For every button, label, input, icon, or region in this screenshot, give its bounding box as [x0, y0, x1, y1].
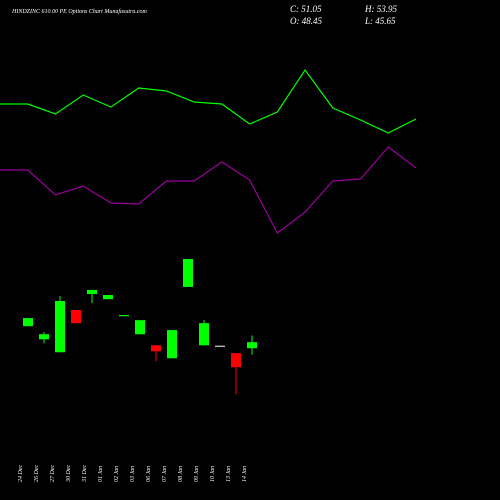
x-tick-label: 08 Jan	[178, 466, 184, 482]
candle-body	[87, 289, 97, 295]
candle-body	[135, 320, 145, 335]
line-series	[0, 68, 417, 134]
x-tick-label: 06 Jan	[146, 466, 152, 482]
stat-low: L: 45.65	[364, 16, 396, 26]
stat-close: C: 51.05	[290, 4, 322, 14]
x-tick-label: 03 Jan	[130, 466, 136, 482]
candle-body	[231, 353, 241, 368]
x-tick-label: 14 Jan	[241, 466, 248, 482]
candle-body	[55, 301, 65, 353]
x-tick-label: 27 Dec	[50, 465, 56, 482]
x-tick-label: 01 Jan	[98, 466, 104, 482]
x-tick-label: 31 Dec	[82, 465, 88, 483]
x-tick-label: 10 Jan	[210, 466, 216, 482]
x-tick-label: 07 Jan	[162, 466, 168, 482]
chart-title: HINDZINC 610.00 PE Options Chart Munafas…	[11, 8, 148, 15]
x-tick-label: 02 Jan	[114, 466, 120, 482]
stat-high: H: 53.95	[364, 4, 397, 14]
x-tick-label: 13 Jan	[226, 466, 232, 482]
candle-body	[23, 318, 33, 327]
candle-body	[247, 342, 257, 349]
x-tick-label: 09 Jan	[194, 466, 200, 482]
stat-open: O: 48.45	[290, 16, 322, 26]
x-tick-label: 24 Dec	[17, 465, 24, 482]
candle-body	[103, 295, 113, 300]
line-series	[0, 146, 417, 234]
candle-body	[151, 345, 161, 352]
candle-body	[71, 310, 81, 324]
candle-body	[199, 323, 209, 346]
x-tick-label: 30 Dec	[66, 465, 72, 483]
candle-body	[167, 330, 177, 359]
candle-body	[183, 259, 193, 287]
x-tick-label: 26 Dec	[34, 465, 40, 482]
candle-body	[39, 334, 49, 340]
candle-body	[119, 315, 129, 317]
